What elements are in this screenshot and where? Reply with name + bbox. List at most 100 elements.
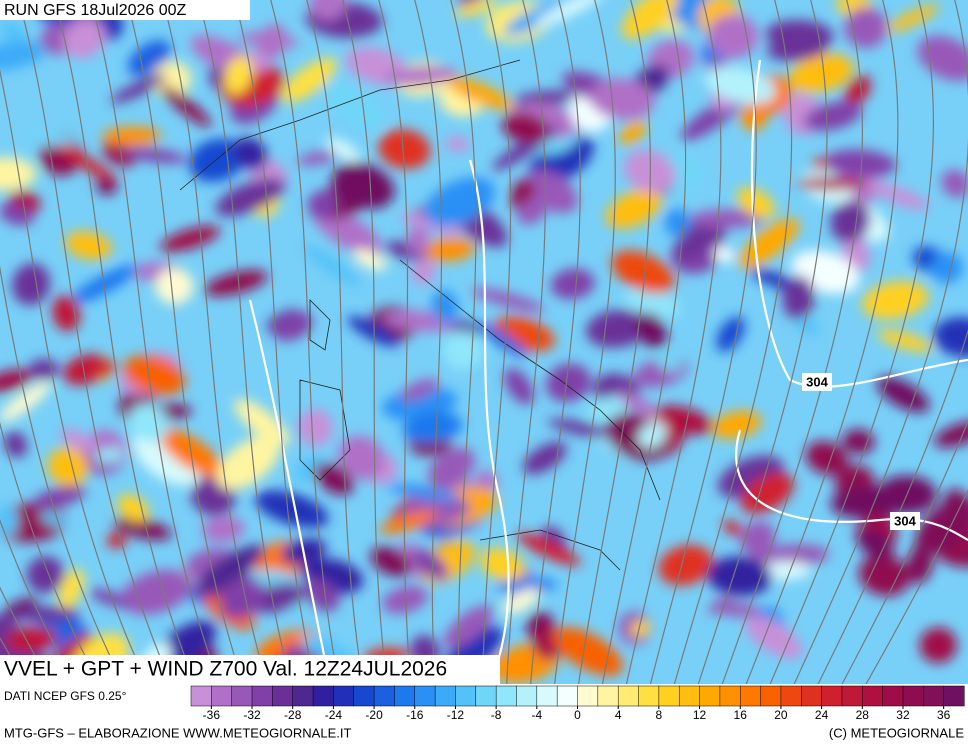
vvel-cell (123, 355, 186, 395)
contour-line (750, 59, 968, 388)
colorbar-swatch (211, 685, 233, 707)
vvel-cell (915, 496, 968, 554)
vvel-cell (476, 470, 499, 489)
vvel-cell (379, 510, 437, 534)
colorbar-swatch (475, 685, 497, 707)
streamline (90, 0, 220, 684)
colorbar-swatch (292, 685, 314, 707)
contour-line (735, 429, 968, 541)
vvel-cell (199, 544, 265, 588)
vvel-cell (866, 181, 930, 210)
coastline (299, 379, 351, 481)
streamline (198, 0, 292, 684)
vvel-cell (0, 20, 28, 45)
vvel-cell (504, 368, 534, 405)
vvel-cell (664, 208, 693, 238)
vvel-cell (431, 289, 459, 324)
vvel-cell (930, 252, 963, 284)
colorbar-swatch (841, 685, 863, 707)
colorbar-tick-label: 8 (656, 708, 663, 722)
vvel-cell (400, 378, 439, 401)
run-label-box (0, 0, 250, 20)
streamline (0, 421, 101, 684)
colorbar-swatch (516, 685, 538, 707)
colorbar-tick-label: 16 (734, 708, 748, 722)
vvel-cell (256, 23, 288, 60)
streamline (506, 0, 546, 684)
coastline (399, 259, 661, 501)
vvel-cell (454, 0, 498, 17)
vvel-cell (0, 381, 52, 422)
vvel-cell (428, 447, 476, 488)
vvel-cell (713, 246, 735, 263)
contour-line (248, 299, 332, 684)
colorbar-tick-label: -8 (491, 708, 502, 722)
streamline (577, 0, 651, 684)
streamline (649, 0, 757, 684)
vvel-cell (255, 490, 329, 528)
streamline (234, 0, 316, 684)
vvel-cell (480, 548, 525, 582)
gpt-contours (248, 59, 968, 684)
vvel-cell (789, 53, 854, 94)
colorbar-swatch (658, 685, 680, 707)
vvel-cell (155, 267, 194, 305)
vvel-cell (421, 238, 476, 262)
vvel-cell (605, 188, 663, 229)
vvel-cell (621, 0, 679, 40)
vvel-cell (224, 55, 253, 95)
colorbar-tick-label: -28 (284, 708, 302, 722)
colorbar-swatch (251, 685, 273, 707)
contour-label-box (890, 512, 920, 530)
colorbar-swatch (333, 685, 355, 707)
vvel-cell (917, 35, 968, 81)
vvel-cell (586, 309, 649, 348)
vvel-cell (33, 485, 87, 508)
vvel-cell (102, 140, 137, 167)
vvel-cell (516, 197, 548, 225)
colorbar-swatch (312, 685, 334, 707)
streamline (378, 0, 412, 684)
colorbar-tick-label: -4 (531, 708, 542, 722)
vvel-cell (707, 556, 773, 597)
vvel-cell (941, 169, 968, 198)
vvel-cell (589, 78, 655, 120)
vvel-cell (96, 178, 117, 195)
vvel-cell (637, 423, 667, 449)
vvel-cell (782, 275, 815, 320)
colorbar-swatch (353, 685, 375, 707)
colorbar-tick-label: 4 (615, 708, 622, 722)
source-label: DATI NCEP GFS 0.25° (4, 689, 127, 703)
streamline (414, 0, 443, 684)
colorbar-swatch (638, 685, 660, 707)
colorbar-swatch (231, 685, 253, 707)
title-box (0, 655, 500, 684)
vvel-cell (94, 447, 125, 463)
vvel-cell (114, 517, 172, 541)
vvel-cell (12, 263, 51, 306)
vvel-cell (876, 376, 930, 413)
vvel-cell (611, 250, 675, 294)
colorbar-swatch (678, 685, 701, 707)
map: 304 304 RUN GFS 18Jul2026 00Z VVEL + GPT… (0, 0, 968, 684)
vvel-cell (522, 441, 567, 475)
vvel-cell (689, 209, 766, 229)
vvel-cell (382, 585, 428, 614)
colorbar-tick-label: 20 (774, 708, 788, 722)
colorbar-swatch (943, 685, 965, 707)
streamline (554, 0, 616, 684)
colorbar-swatch (780, 685, 802, 707)
vvel-cell (323, 81, 384, 130)
streamline (270, 0, 340, 684)
vvel-cell (303, 578, 340, 612)
vvel-cell (736, 187, 775, 219)
vvel-cell (547, 418, 611, 438)
vvel-cell (858, 554, 910, 597)
vvel-cell (309, 0, 347, 21)
vvel-cell (796, 177, 866, 191)
vvel-cell (630, 620, 651, 637)
contour-label: 304 (894, 513, 916, 528)
vvel-cell (803, 101, 862, 131)
vvel-cell (444, 75, 515, 111)
vvel-cell (936, 541, 968, 568)
